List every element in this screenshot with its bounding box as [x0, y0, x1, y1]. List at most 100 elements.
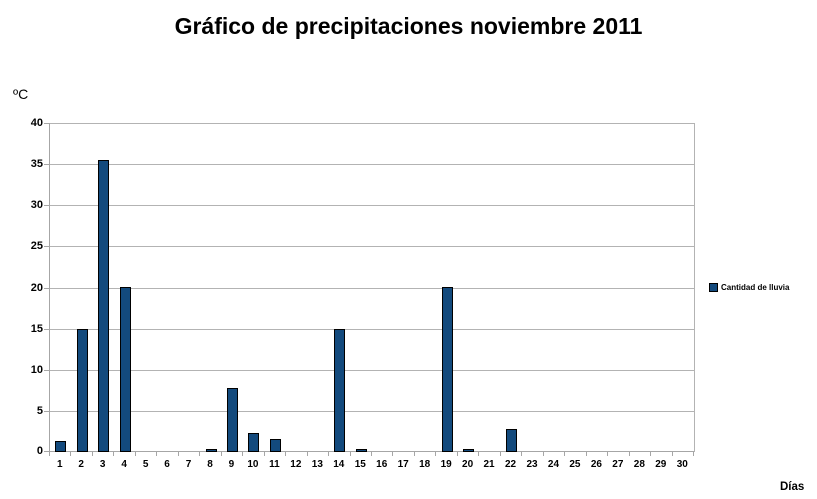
gridline-y-0: [50, 451, 694, 452]
bar-day-3: [98, 160, 109, 452]
y-axis-tick: [44, 288, 50, 289]
x-axis-tick-label: 24: [547, 459, 560, 470]
gridline-y-5: [50, 411, 694, 412]
bar-day-1: [55, 441, 66, 452]
y-axis-tick: [44, 411, 50, 412]
x-axis-tick-label: 15: [354, 459, 366, 470]
x-axis-tick-label: 20: [462, 459, 474, 470]
gridline-y-30: [50, 205, 694, 206]
gridline-y-20: [50, 288, 694, 289]
x-axis-tick-label: 29: [655, 459, 667, 470]
chart-title: Gráfico de precipitaciones noviembre 201…: [174, 13, 643, 39]
x-axis-tick-label: 14: [333, 459, 345, 470]
x-axis-tick: [70, 452, 71, 456]
y-axis-tick-label: 0: [36, 445, 43, 457]
bar-day-11: [270, 439, 281, 452]
x-axis-tick: [392, 452, 393, 456]
x-axis-tick: [371, 452, 372, 456]
x-axis-tick-label: 8: [207, 459, 213, 470]
x-axis-tick-label: 10: [247, 459, 259, 470]
x-axis-tick-label: 18: [419, 459, 431, 470]
x-axis-tick: [500, 452, 501, 456]
x-axis-tick: [285, 452, 286, 456]
x-axis-tick-label: 17: [397, 459, 409, 470]
y-axis-tick-label: 40: [30, 117, 43, 129]
x-axis-tick: [264, 452, 265, 456]
x-axis-tick-label: 11: [269, 459, 280, 470]
x-axis-tick-label: 27: [612, 459, 624, 470]
y-axis-tick: [44, 123, 50, 124]
gridline-y-35: [50, 164, 694, 165]
y-axis-tick-label: 30: [30, 199, 43, 211]
gridline-y-15: [50, 329, 694, 330]
legend: Cantidad de lluvia: [709, 283, 789, 292]
y-axis-tick-label: 5: [36, 405, 43, 417]
y-axis-tick-label: 35: [30, 158, 43, 170]
y-axis-tick: [44, 370, 50, 371]
x-axis-tick-label: 25: [569, 459, 581, 470]
x-axis-tick: [92, 452, 93, 456]
x-axis-tick-label: 1: [56, 459, 63, 470]
x-axis-tick: [672, 452, 673, 456]
gridline-y-10: [50, 370, 694, 371]
legend-series-label: Cantidad de lluvia: [721, 283, 790, 292]
x-axis-tick: [521, 452, 522, 456]
x-axis-tick-label: 21: [483, 459, 495, 470]
x-axis-tick-label: 26: [590, 459, 602, 470]
x-axis-tick-label: 4: [121, 459, 127, 470]
x-axis-tick: [49, 452, 50, 456]
x-axis-tick-label: 23: [526, 459, 538, 470]
x-axis-tick-label: 9: [228, 459, 235, 470]
bar-day-2: [77, 329, 88, 452]
bar-day-4: [120, 287, 131, 452]
x-axis-tick: [586, 452, 587, 456]
x-axis-tick-label: 16: [376, 459, 388, 470]
x-axis-tick-label: 6: [164, 459, 170, 470]
bar-day-10: [248, 433, 259, 452]
x-axis-tick: [457, 452, 458, 456]
x-axis-tick: [414, 452, 415, 456]
x-axis-tick: [543, 452, 544, 456]
x-axis-tick-label: 13: [311, 459, 323, 470]
bar-day-20: [463, 449, 474, 452]
y-axis-tick-label: 10: [30, 364, 43, 376]
y-axis-tick-label: 15: [30, 323, 43, 335]
bar-day-15: [356, 449, 367, 452]
x-axis-tick: [693, 452, 694, 456]
x-axis-tick-label: 12: [290, 459, 302, 470]
x-axis-tick-label: 28: [633, 459, 645, 470]
x-axis-tick: [242, 452, 243, 456]
x-axis-tick: [435, 452, 436, 456]
gridline-y-40: [50, 123, 694, 124]
x-axis-tick-label: 2: [78, 459, 84, 470]
y-axis-tick-label: 20: [30, 282, 43, 294]
y-axis-tick: [44, 246, 50, 247]
x-axis-tick-label: 3: [99, 459, 106, 470]
bar-day-8: [206, 449, 217, 452]
x-axis-tick: [629, 452, 630, 456]
bar-day-9: [227, 388, 238, 452]
bar-day-22: [506, 429, 517, 452]
y-axis-tick: [44, 205, 50, 206]
gridline-y-25: [50, 246, 694, 247]
x-axis-tick: [221, 452, 222, 456]
x-axis-tick-label: 5: [142, 459, 149, 470]
x-axis-tick: [156, 452, 157, 456]
y-axis-tick: [44, 164, 50, 165]
x-axis-tick-label: 22: [504, 459, 517, 470]
x-axis-tick: [650, 452, 651, 456]
x-axis-tick: [478, 452, 479, 456]
x-axis-tick-label: 7: [185, 459, 192, 470]
y-axis-tick: [44, 329, 50, 330]
plot-area: [49, 123, 695, 452]
x-axis-tick-label: 19: [440, 459, 452, 470]
x-axis-title: Días: [780, 481, 805, 493]
x-axis-tick: [350, 452, 351, 456]
y-axis-tick: [44, 451, 50, 452]
x-axis-tick: [307, 452, 308, 456]
x-axis-tick: [135, 452, 136, 456]
x-axis-tick: [607, 452, 608, 456]
y-axis-tick-label: 25: [30, 240, 43, 252]
x-axis-tick-label: 30: [676, 459, 688, 470]
